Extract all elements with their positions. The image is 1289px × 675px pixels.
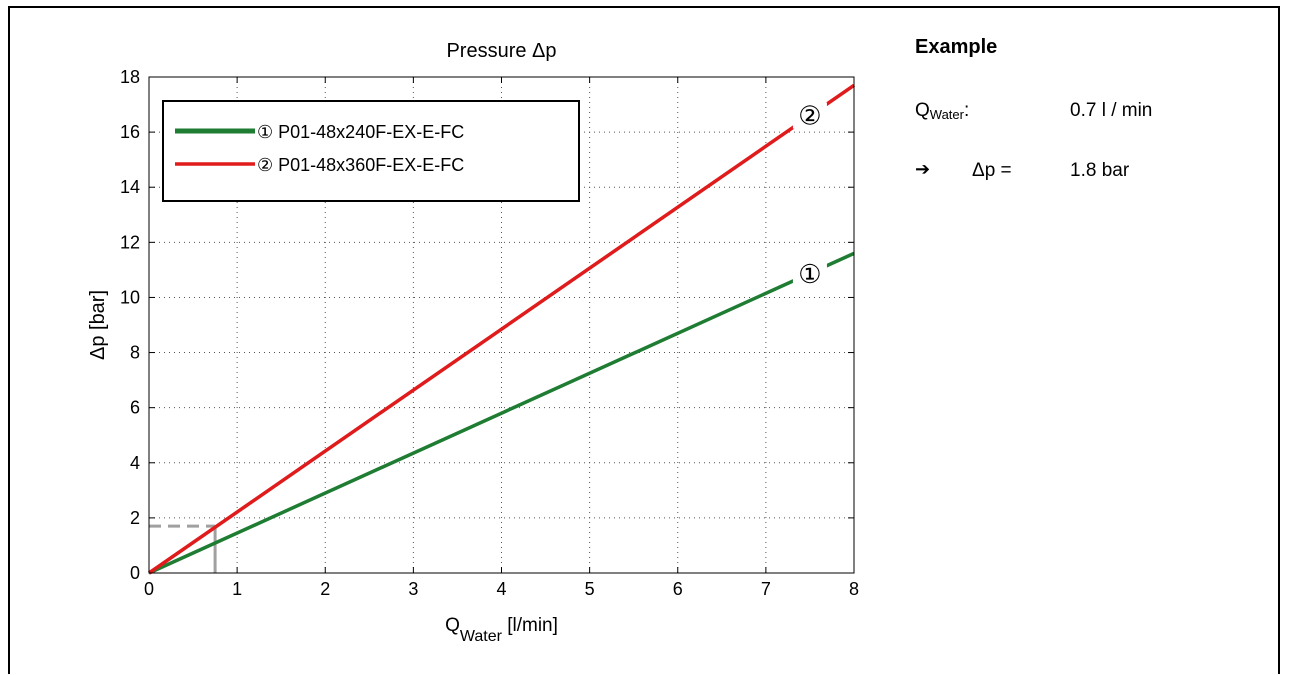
- x-tick-label: 5: [585, 579, 595, 599]
- example-title: Example: [915, 36, 998, 58]
- y-axis-label: Δp [bar]: [87, 290, 109, 360]
- example-flow-value: 0.7 l / min: [1070, 100, 1153, 121]
- x-axis-label-main: Q: [445, 615, 460, 636]
- x-tick-label: 0: [144, 579, 154, 599]
- example-flow-label-suffix: :: [963, 100, 970, 121]
- x-axis-label-sub: Water: [460, 628, 503, 645]
- series-line-1: [148, 251, 855, 575]
- y-tick-label: 14: [120, 177, 140, 197]
- y-tick-label: 10: [120, 287, 140, 307]
- x-tick-label: 3: [408, 579, 418, 599]
- y-tick-label: 2: [130, 508, 140, 528]
- x-axis-label-unit: [l/min]: [502, 615, 558, 636]
- x-tick-label: 6: [673, 579, 683, 599]
- x-tick-label: 1: [232, 579, 242, 599]
- x-axis-label: QWater [l/min]: [445, 615, 558, 645]
- x-tick-label: 8: [849, 579, 859, 599]
- y-tick-label: 18: [120, 67, 140, 87]
- legend-label-1: ① P01-48x240F-EX-E-FC: [257, 122, 464, 142]
- y-tick-label: 0: [130, 563, 140, 583]
- example-flow-label-main: Q: [915, 100, 930, 121]
- series-marker-1: ①: [798, 259, 821, 289]
- y-tick-label: 4: [130, 453, 140, 473]
- example-flow-label-sub: Water: [929, 107, 964, 122]
- example-pressure-label: Δp =: [972, 160, 1012, 181]
- series-line-2: [148, 83, 855, 575]
- example-pressure-value: 1.8 bar: [1070, 160, 1130, 181]
- figure-frame: [8, 6, 1280, 674]
- chart-title: Pressure Δp: [446, 40, 556, 62]
- series-marker-bg-2: [792, 102, 827, 129]
- x-tick-label: 4: [496, 579, 506, 599]
- y-tick-label: 12: [120, 232, 140, 252]
- y-tick-label: 6: [130, 398, 140, 418]
- series-marker-bg-1: [792, 261, 827, 288]
- y-tick-label: 8: [130, 343, 140, 363]
- example-flow-label: QWater:: [915, 100, 969, 122]
- legend-box: [162, 100, 580, 202]
- legend-label-2: ② P01-48x360F-EX-E-FC: [257, 155, 464, 175]
- arrow-right-icon: ➔: [915, 159, 931, 179]
- x-tick-label: 2: [320, 579, 330, 599]
- series-marker-2: ②: [798, 101, 821, 131]
- x-tick-label: 7: [761, 579, 771, 599]
- y-tick-label: 16: [120, 122, 140, 142]
